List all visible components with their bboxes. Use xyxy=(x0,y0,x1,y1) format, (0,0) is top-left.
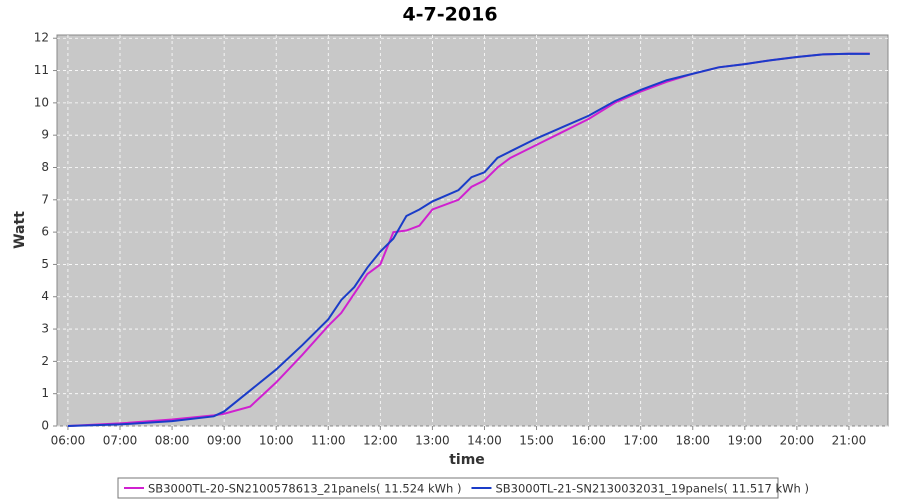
x-tick-label: 16:00 xyxy=(571,434,606,448)
x-tick-label: 12:00 xyxy=(363,434,398,448)
legend-label: SB3000TL-20-SN2100578613_21panels( 11.52… xyxy=(148,482,461,496)
x-tick-label: 18:00 xyxy=(675,434,710,448)
y-tick-label: 0 xyxy=(41,419,49,433)
y-tick-label: 8 xyxy=(41,160,49,174)
legend-label: SB3000TL-21-SN2130032031_19panels( 11.51… xyxy=(495,482,808,496)
x-tick-label: 11:00 xyxy=(311,434,346,448)
y-tick-label: 5 xyxy=(41,257,49,271)
x-tick-label: 17:00 xyxy=(623,434,658,448)
y-tick-label: 10 xyxy=(34,95,49,109)
y-tick-label: 7 xyxy=(41,192,49,206)
x-tick-label: 10:00 xyxy=(259,434,294,448)
y-tick-label: 3 xyxy=(41,322,49,336)
y-axis-label: Watt xyxy=(12,211,28,249)
y-tick-label: 4 xyxy=(41,289,49,303)
x-tick-label: 07:00 xyxy=(103,434,138,448)
y-tick-label: 1 xyxy=(41,386,49,400)
x-axis-label: time xyxy=(449,452,485,468)
x-tick-label: 20:00 xyxy=(780,434,815,448)
x-tick-label: 19:00 xyxy=(728,434,763,448)
x-tick-label: 09:00 xyxy=(207,434,242,448)
y-tick-label: 2 xyxy=(41,354,49,368)
chart-title: 4-7-2016 xyxy=(402,4,497,26)
legend xyxy=(117,477,779,499)
y-tick-label: 9 xyxy=(41,128,49,142)
x-tick-label: 13:00 xyxy=(415,434,450,448)
y-tick-label: 12 xyxy=(34,31,49,45)
series-line xyxy=(67,52,870,427)
x-tick-label: 21:00 xyxy=(832,434,867,448)
x-tick-label: 06:00 xyxy=(51,434,86,448)
x-tick-label: 14:00 xyxy=(467,434,502,448)
plot-area xyxy=(56,34,889,427)
y-tick-label: 6 xyxy=(41,225,49,239)
x-tick-label: 15:00 xyxy=(519,434,554,448)
x-tick-label: 08:00 xyxy=(155,434,190,448)
y-tick-label: 11 xyxy=(34,63,49,77)
